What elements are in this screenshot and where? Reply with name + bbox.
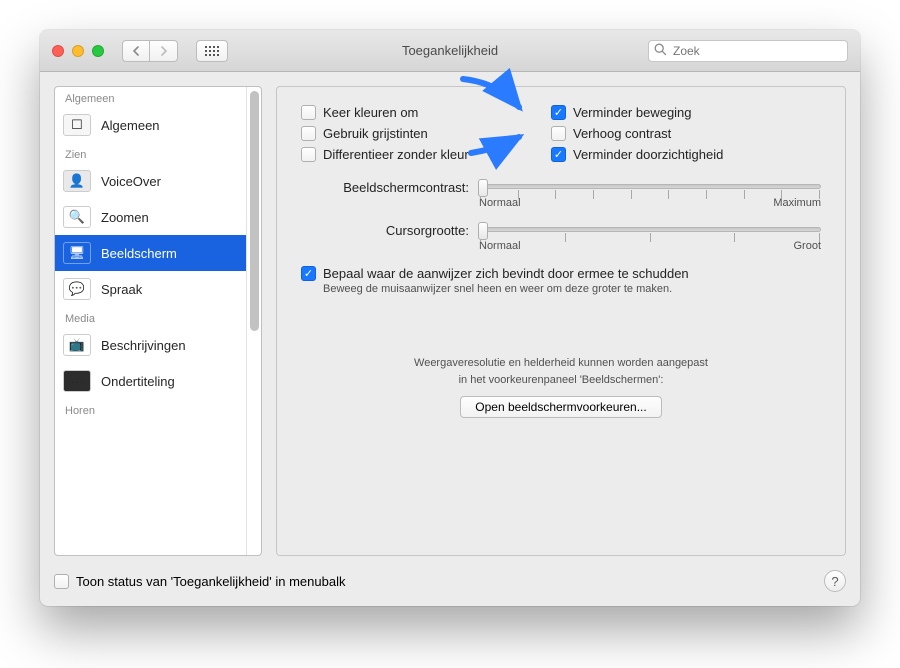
slider-knob[interactable] (478, 222, 488, 240)
preferences-window: Toegankelijkheid Algemeen ☐ Algemeen Zien 👤 V… (40, 30, 860, 606)
cursor-slider[interactable] (479, 227, 821, 232)
sidebar-item-label: Spraak (101, 282, 142, 297)
traffic-lights (52, 45, 104, 57)
zoom-icon[interactable] (92, 45, 104, 57)
invert-checkbox[interactable]: Keer kleuren om (301, 105, 541, 120)
cursor-min-label: Normaal (479, 240, 521, 252)
sidebar-item-general[interactable]: ☐ Algemeen (55, 107, 246, 143)
sidebar-item-zoom[interactable]: 🔍 Zoomen (55, 199, 246, 235)
sidebar-group-label: Media (55, 307, 246, 327)
sidebar-item-label: Beschrijvingen (101, 338, 186, 353)
close-icon[interactable] (52, 45, 64, 57)
contrast-min-label: Normaal (479, 197, 521, 209)
nav-segment (122, 40, 178, 62)
menubar-status-checkbox[interactable]: Toon status van 'Toegankelijkheid' in me… (54, 574, 345, 589)
titlebar: Toegankelijkheid (40, 30, 860, 72)
menubar-status-label: Toon status van 'Toegankelijkheid' in me… (76, 574, 345, 589)
sidebar-item-voiceover[interactable]: 👤 VoiceOver (55, 163, 246, 199)
checkbox-icon (301, 147, 316, 162)
sidebar-item-label: Algemeen (101, 118, 160, 133)
sidebar-item-display[interactable]: 🖥 Beeldscherm (55, 235, 246, 271)
slider-knob[interactable] (478, 179, 488, 197)
chevron-left-icon (132, 46, 140, 56)
display-icon: 🖥 (63, 242, 91, 264)
increasecontrast-label: Verhoog contrast (573, 126, 671, 141)
checkbox-icon: ✓ (551, 147, 566, 162)
search-input[interactable] (648, 40, 848, 62)
sidebar-item-label: VoiceOver (101, 174, 161, 189)
captions-icon: ··· (63, 370, 91, 392)
sidebar-scrollbar[interactable] (246, 87, 261, 555)
sidebar-group-label: Zien (55, 143, 246, 163)
shake-label: Bepaal waar de aanwijzer zich bevindt do… (323, 266, 689, 281)
sidebar-group-label: Algemeen (55, 87, 246, 107)
show-all-button[interactable] (196, 40, 228, 62)
sidebar-item-captions[interactable]: ··· Ondertiteling (55, 363, 246, 399)
forward-button[interactable] (150, 40, 178, 62)
chevron-right-icon (160, 46, 168, 56)
reducemotion-checkbox[interactable]: ✓ Verminder beweging (551, 105, 821, 120)
footer-line-2: in het voorkeurenpaneel 'Beeldschermen': (301, 372, 821, 389)
sidebar-item-label: Ondertiteling (101, 374, 175, 389)
checkbox-icon: ✓ (551, 105, 566, 120)
reducetransparency-checkbox[interactable]: ✓ Verminder doorzichtigheid (551, 147, 821, 162)
checkbox-icon (54, 574, 69, 589)
minimize-icon[interactable] (72, 45, 84, 57)
sidebar-group-label: Horen (55, 399, 246, 419)
voiceover-icon: 👤 (63, 170, 91, 192)
checkbox-icon (551, 126, 566, 141)
sidebar-item-speech[interactable]: 💬 Spraak (55, 271, 246, 307)
cursor-max-label: Groot (793, 240, 821, 252)
checkbox-icon: ✓ (301, 266, 316, 281)
scrollbar-thumb[interactable] (250, 91, 259, 331)
grayscale-label: Gebruik grijstinten (323, 126, 428, 141)
speech-icon: 💬 (63, 278, 91, 300)
footer-line-1: Weergaveresolutie en helderheid kunnen w… (301, 355, 821, 372)
general-icon: ☐ (63, 114, 91, 136)
contrast-slider-row: Beeldschermcontrast:NormaalMaximum (301, 180, 821, 209)
shake-hint: Beweeg de muisaanwijzer snel heen en wee… (323, 283, 821, 295)
invert-label: Keer kleuren om (323, 105, 418, 120)
sidebar: Algemeen ☐ Algemeen Zien 👤 VoiceOver 🔍 Zoomen 🖥 B… (54, 86, 262, 556)
search-icon (654, 43, 667, 59)
zoom-icon: 🔍 (63, 206, 91, 228)
help-button[interactable]: ? (824, 570, 846, 592)
sidebar-item-descriptions[interactable]: 📺 Beschrijvingen (55, 327, 246, 363)
diffcolor-checkbox[interactable]: Differentieer zonder kleur (301, 147, 541, 162)
reducemotion-label: Verminder beweging (573, 105, 692, 120)
reducetransparency-label: Verminder doorzichtigheid (573, 147, 723, 162)
descriptions-icon: 📺 (63, 334, 91, 356)
footer-note: Weergaveresolutie en helderheid kunnen w… (301, 355, 821, 418)
contrast-slider-label: Beeldschermcontrast: (301, 180, 469, 195)
sidebar-item-label: Beeldscherm (101, 246, 177, 261)
checkbox-icon (301, 126, 316, 141)
open-displays-button[interactable]: Open beeldschermvoorkeuren... (460, 396, 661, 418)
increasecontrast-checkbox[interactable]: Verhoog contrast (551, 126, 821, 141)
grayscale-checkbox[interactable]: Gebruik grijstinten (301, 126, 541, 141)
contrast-slider[interactable] (479, 184, 821, 189)
settings-panel: Keer kleuren om ✓ Verminder beweging Gebrui… (276, 86, 846, 556)
bottom-bar: Toon status van 'Toegankelijkheid' in me… (40, 570, 860, 606)
cursor-slider-row: Cursorgrootte: Normaal Groot (301, 223, 821, 252)
checkbox-icon (301, 105, 316, 120)
sidebar-item-label: Zoomen (101, 210, 149, 225)
diffcolor-label: Differentieer zonder kleur (323, 147, 469, 162)
cursor-slider-label: Cursorgrootte: (301, 223, 469, 238)
back-button[interactable] (122, 40, 150, 62)
grid-icon (205, 46, 219, 56)
shake-to-locate-checkbox[interactable]: ✓ Bepaal waar de aanwijzer zich bevindt … (301, 266, 821, 281)
